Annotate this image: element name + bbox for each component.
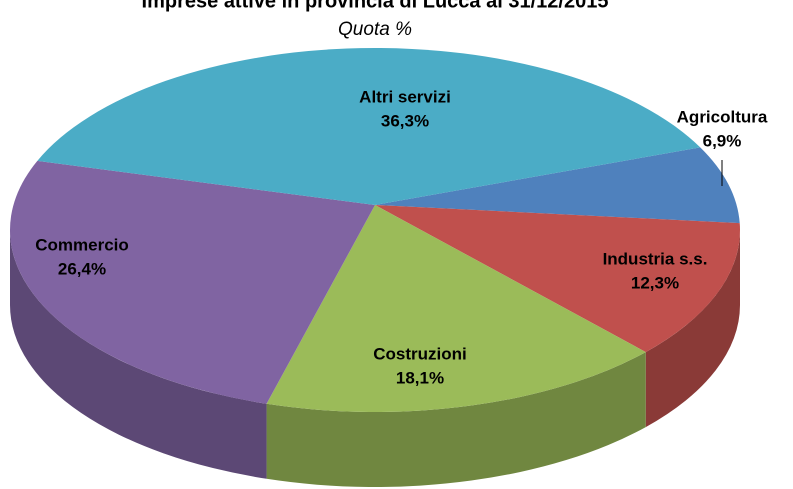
pie-slice xyxy=(10,160,376,404)
pie-side xyxy=(645,230,740,428)
slice-label: Agricoltura xyxy=(677,107,768,126)
slice-value-label: 26,4% xyxy=(58,259,106,278)
pie-slice xyxy=(37,47,701,205)
slice-value-label: 6,9% xyxy=(703,131,742,150)
slice-value-label: 36,3% xyxy=(381,111,429,130)
chart-subtitle: Quota % xyxy=(338,19,412,40)
slice-label: Costruzioni xyxy=(373,344,467,363)
labels: Agricoltura 6,9% Industria s.s. 12,3% Costru… xyxy=(35,87,768,387)
slice-label: Altri servizi xyxy=(359,87,451,106)
slice-value-label: 18,1% xyxy=(396,368,444,387)
slice-label: Industria s.s. xyxy=(603,249,708,268)
pie-slice xyxy=(375,147,740,224)
pie-side xyxy=(266,352,646,487)
pie-tops xyxy=(10,47,740,412)
pie-slice xyxy=(375,205,740,353)
slice-label: Commercio xyxy=(35,235,129,254)
pie-sides xyxy=(10,230,740,487)
pie-side xyxy=(10,230,267,479)
chart-title: Imprese attive in provincia di Lucca al … xyxy=(142,0,609,12)
pie-slice xyxy=(266,205,646,412)
slice-value-label: 12,3% xyxy=(631,273,679,292)
